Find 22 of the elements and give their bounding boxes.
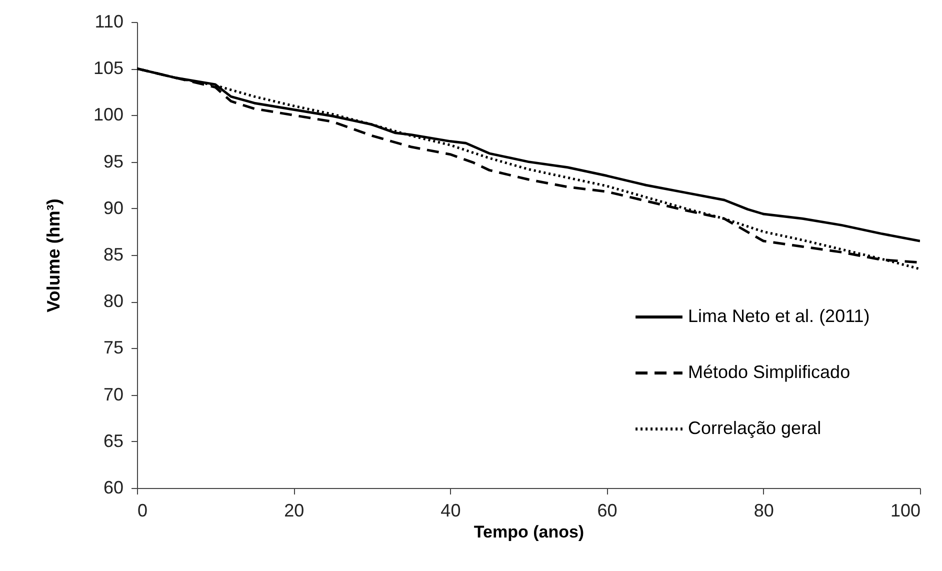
y-tick-label: 65 (103, 430, 124, 451)
legend-label: Método Simplificado (688, 362, 850, 382)
y-tick-label: 60 (103, 478, 124, 498)
y-tick-label: 90 (103, 198, 124, 218)
x-tick-label: 40 (440, 500, 461, 520)
x-tick-label: 80 (754, 500, 774, 520)
y-tick-label: 100 (93, 104, 124, 125)
y-tick-label: 75 (103, 338, 124, 358)
y-tick-label: 85 (103, 244, 124, 264)
y-tick-label: 110 (94, 12, 124, 32)
y-tick-label: 105 (93, 58, 124, 78)
y-tick-label: 95 (103, 151, 124, 172)
x-tick-label: 100 (890, 500, 920, 520)
y-tick-label: 70 (103, 384, 124, 404)
x-tick-label: 20 (284, 500, 304, 520)
y-tick-label: 80 (103, 291, 124, 312)
x-tick-label: 60 (597, 500, 618, 520)
legend-label: Lima Neto et al. (2011) (688, 306, 870, 326)
x-tick-label: 0 (138, 500, 148, 520)
y-axis-title: Volume (hm³) (43, 198, 64, 312)
legend-label: Correlação geral (688, 418, 822, 438)
x-axis-title: Tempo (anos) (474, 522, 584, 542)
